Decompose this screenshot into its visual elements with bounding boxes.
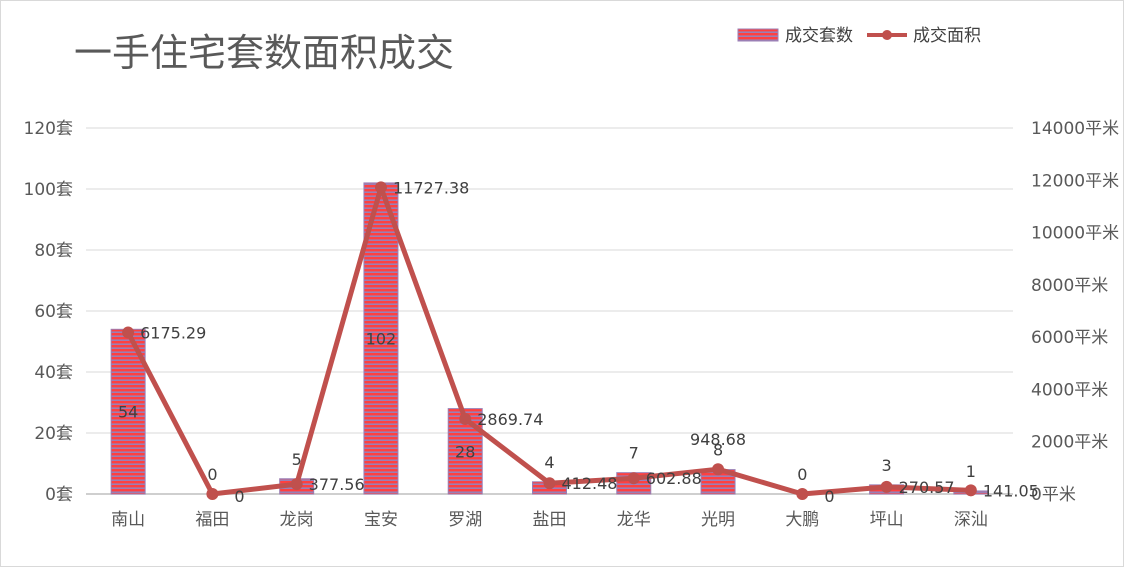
x-axis-tick-label: 深汕 [954, 510, 988, 530]
line-data-label: 0 [234, 487, 244, 506]
left-axis-tick-label: 60套 [34, 302, 73, 322]
right-axis-ticks: 0平米 2000平米 4000平米 6000平米 8000平米 10000平米 12000平… [1031, 119, 1119, 505]
left-axis-tick-label: 40套 [34, 363, 73, 383]
legend-line-label: 成交面积 [913, 26, 981, 46]
left-axis-tick-label: 120套 [24, 119, 73, 139]
line-point [459, 412, 472, 425]
x-axis-tick-label: 宝安 [364, 510, 398, 530]
line-point [796, 488, 809, 500]
line-path [125, 184, 971, 497]
bar-data-label: 5 [292, 450, 302, 469]
bar-data-label: 0 [207, 465, 217, 484]
bar [363, 182, 399, 495]
bar-data-label: 4 [544, 453, 554, 472]
line-point [880, 480, 893, 493]
x-axis-tick-label: 大鹏 [785, 510, 819, 530]
legend-line-marker [882, 30, 892, 40]
line-data-label: 2869.74 [477, 410, 543, 429]
bar-data-label: 102 [366, 329, 397, 348]
right-axis-tick-label: 10000平米 [1031, 224, 1119, 244]
right-axis-tick-label: 8000平米 [1031, 276, 1108, 296]
left-axis-tick-label: 20套 [34, 424, 73, 444]
x-axis-tick-label: 南山 [111, 510, 145, 530]
x-axis-ticks: 南山 福田 龙岗 宝安 罗湖 盐田 龙华 光明 大鹏 坪山 深汕 [111, 510, 988, 530]
line-data-labels: 6175.29 0 377.56 11727.38 2869.74 412.48 602.8… [140, 178, 1039, 506]
right-axis-tick-label: 2000平米 [1031, 433, 1108, 453]
line-point [543, 477, 556, 490]
chart-title: 一手住宅套数面积成交 [74, 31, 454, 75]
line-point [206, 488, 219, 500]
x-axis-tick-label: 龙岗 [280, 510, 314, 530]
bar-data-label: 54 [118, 403, 138, 422]
bar-data-labels: 54 0 5 102 28 4 7 8 0 3 1 [118, 329, 976, 484]
line-series [122, 181, 977, 500]
line-point [964, 484, 977, 497]
bar-data-label: 3 [881, 456, 891, 475]
x-axis-tick-label: 坪山 [870, 510, 904, 530]
line-data-label: 270.57 [899, 478, 955, 497]
line-data-label: 948.68 [690, 430, 746, 449]
bar-data-label: 1 [966, 462, 976, 481]
line-point [627, 472, 640, 485]
left-axis-ticks: 0套 20套 40套 60套 80套 100套 120套 [24, 119, 73, 505]
line-data-label: 0 [824, 487, 834, 506]
line-data-label: 6175.29 [140, 324, 206, 343]
right-axis-tick-label: 6000平米 [1031, 328, 1108, 348]
right-axis-tick-label: 14000平米 [1031, 119, 1119, 139]
line-data-label: 11727.38 [393, 178, 469, 197]
left-axis-tick-label: 80套 [34, 241, 73, 261]
x-axis-tick-label: 罗湖 [448, 510, 482, 530]
line-data-label: 377.56 [309, 475, 365, 494]
bar [447, 408, 483, 495]
x-axis-tick-label: 龙华 [617, 510, 651, 530]
x-axis-tick-label: 盐田 [533, 510, 567, 530]
x-axis-tick-label: 福田 [195, 510, 229, 530]
gridlines [86, 127, 1013, 495]
line-data-label: 141.05 [983, 481, 1039, 500]
line-point [290, 478, 303, 491]
line-data-label: 602.88 [646, 469, 702, 488]
line-data-label: 412.48 [562, 474, 618, 493]
bar-data-label: 8 [713, 441, 723, 460]
line-point [374, 181, 387, 194]
left-axis-tick-label: 100套 [24, 180, 73, 200]
bar-data-label: 0 [797, 465, 807, 484]
left-axis-tick-label: 0套 [45, 485, 73, 505]
x-axis-tick-label: 光明 [701, 510, 735, 530]
right-axis-tick-label: 0平米 [1031, 485, 1076, 505]
line-point [122, 326, 135, 339]
right-axis-tick-label: 12000平米 [1031, 171, 1119, 191]
legend-bar-label: 成交套数 [785, 26, 853, 46]
bar-data-label: 28 [455, 442, 475, 461]
right-axis-tick-label: 4000平米 [1031, 380, 1108, 400]
legend-bar-swatch [737, 28, 779, 42]
legend: 成交套数 成交面积 [737, 26, 981, 46]
bar-data-label: 7 [629, 444, 639, 463]
bar-series [110, 182, 989, 495]
line-point [712, 463, 725, 476]
